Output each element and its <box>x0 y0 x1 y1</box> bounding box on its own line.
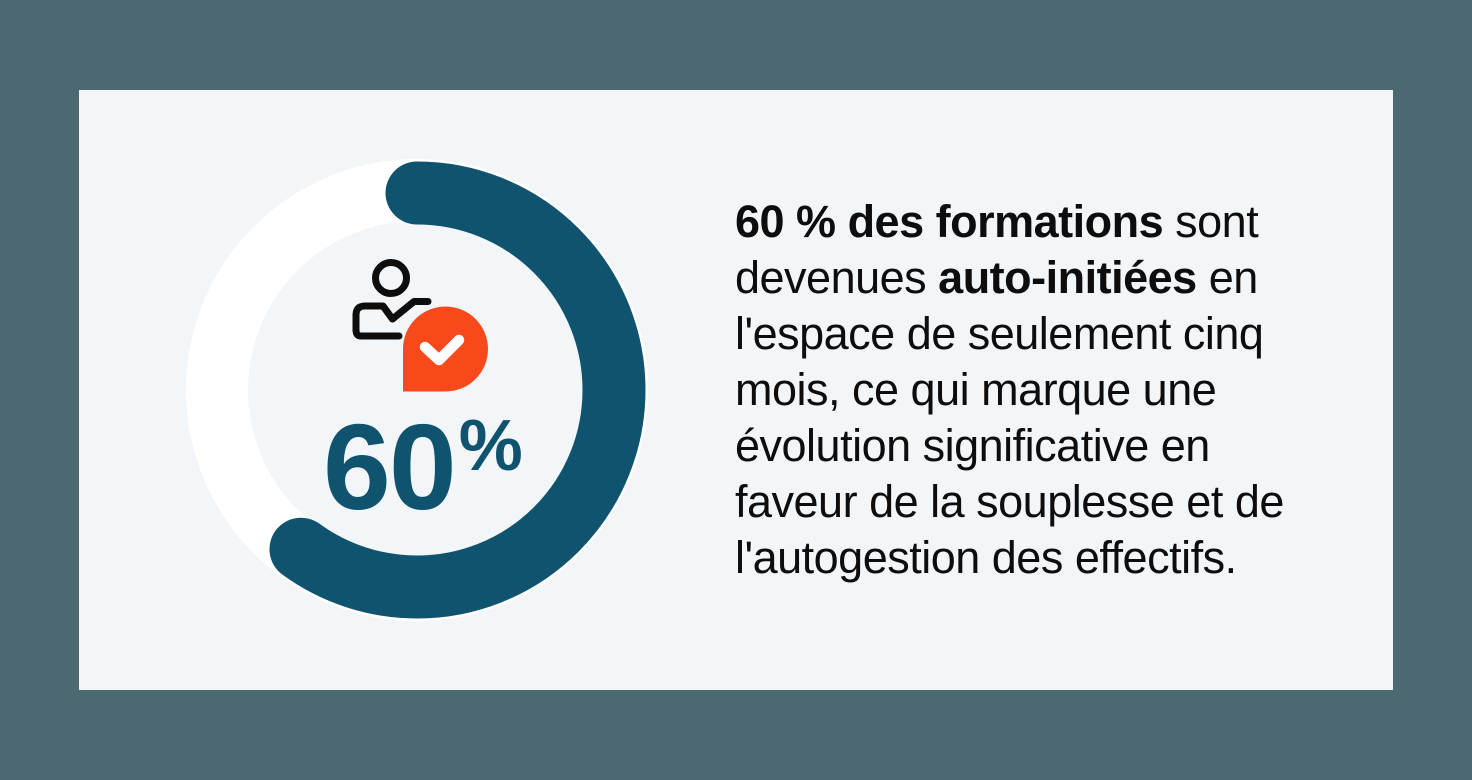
stat-line: 60 % des formations sont <box>735 194 1415 250</box>
person-body-icon <box>352 298 432 340</box>
stat-line: faveur de la souplesse et de <box>735 474 1415 530</box>
stat-text-bold: auto-initiées <box>938 252 1197 303</box>
stat-text: devenues <box>735 252 939 303</box>
stat-paragraph: 60 % des formations sont devenues auto-in… <box>735 194 1415 586</box>
stat-text: faveur de la souplesse et de <box>735 476 1284 527</box>
donut-arc <box>188 161 646 619</box>
stat-line: mois, ce qui marque une <box>735 362 1415 418</box>
person-head-icon <box>372 259 410 297</box>
donut-chart <box>186 159 648 621</box>
stat-text: sont <box>1163 196 1259 247</box>
stat-line: l'autogestion des effectifs. <box>735 530 1415 586</box>
stat-line: l'espace de seulement cinq <box>735 306 1415 362</box>
stat-text: évolution significative en <box>735 420 1210 471</box>
stat-card: 60 % 60 % des formations sont devenues au… <box>79 90 1393 690</box>
percent-number: 60 <box>323 399 457 535</box>
person-check-icon <box>352 259 488 392</box>
percent-sign: % <box>458 406 523 486</box>
stat-line: devenues auto-initiées en <box>735 250 1415 306</box>
stat-text: en <box>1196 252 1259 303</box>
donut-center-value: 60 % <box>323 397 523 537</box>
checkmark-icon <box>419 334 465 366</box>
stat-text: mois, ce qui marque une <box>735 364 1217 415</box>
stat-text: l'espace de seulement cinq <box>735 308 1264 359</box>
stat-line: évolution significative en <box>735 418 1415 474</box>
stat-text: l'autogestion des effectifs. <box>735 532 1237 583</box>
stat-text-bold: 60 % des formations <box>735 196 1164 247</box>
